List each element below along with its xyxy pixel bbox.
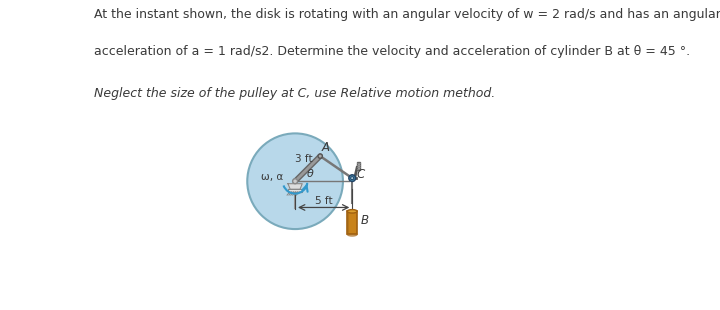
Text: B: B [360, 215, 368, 228]
Bar [347, 211, 349, 234]
Text: 3 ft: 3 ft [295, 154, 313, 164]
Polygon shape [288, 189, 302, 192]
Text: A: A [321, 140, 330, 153]
Polygon shape [288, 184, 302, 189]
Bar [356, 162, 360, 170]
Text: Neglect the size of the pulley at C, use Relative motion method.: Neglect the size of the pulley at C, use… [94, 87, 495, 100]
Circle shape [292, 179, 297, 184]
Circle shape [318, 154, 323, 158]
Ellipse shape [347, 210, 357, 213]
Circle shape [247, 133, 343, 229]
Bar [347, 211, 357, 234]
Circle shape [351, 177, 354, 180]
Text: θ: θ [307, 169, 314, 179]
Text: At the instant shown, the disk is rotating with an angular velocity of w = 2 rad: At the instant shown, the disk is rotati… [94, 8, 720, 21]
Circle shape [348, 175, 356, 182]
Text: acceleration of a = 1 rad/s2. Determine the velocity and acceleration of cylinde: acceleration of a = 1 rad/s2. Determine … [94, 46, 690, 59]
Ellipse shape [347, 233, 357, 236]
Text: C: C [357, 167, 365, 180]
Text: ω, α: ω, α [261, 172, 283, 182]
Text: 5 ft: 5 ft [315, 196, 333, 206]
